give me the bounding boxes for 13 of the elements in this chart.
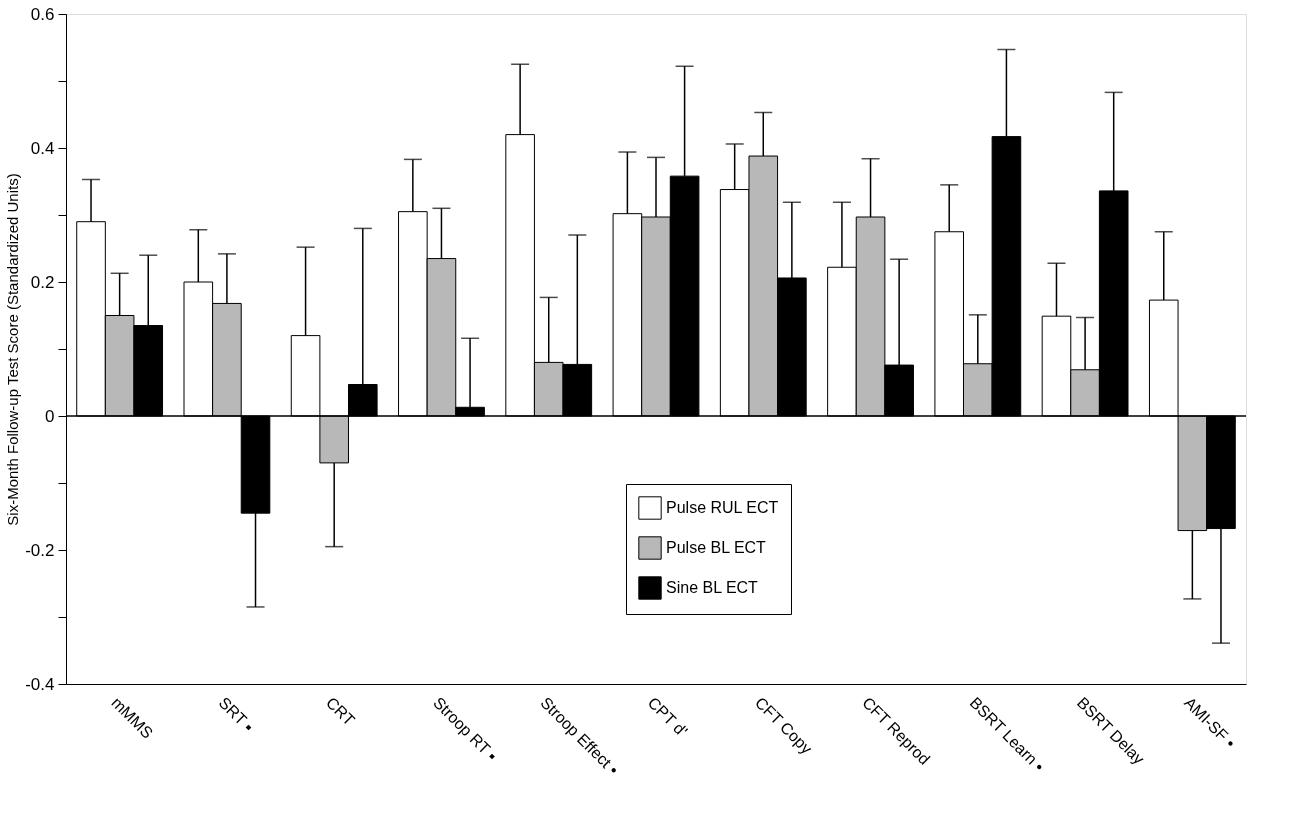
legend-label: Pulse RUL ECT [666,499,779,516]
y-tick-label: 0 [45,406,55,426]
y-tick-label: 0.4 [30,138,55,158]
y-tick-label: -0.4 [25,674,55,694]
y-tick-label: 0.2 [30,272,55,292]
x-tick-label: CPT d' [644,693,691,740]
y-tick-label: 0.6 [30,4,55,24]
x-tick-label: CRT [322,693,359,730]
x-tick-label: SRT ▪ [215,693,257,736]
legend-label: Sine BL ECT [666,579,759,596]
y-tick-label: -0.2 [25,540,55,560]
legend-label: Pulse BL ECT [666,539,767,556]
y-axis-title: Six-Month Follow-up Test Score (Standardized Units) [4,173,22,526]
